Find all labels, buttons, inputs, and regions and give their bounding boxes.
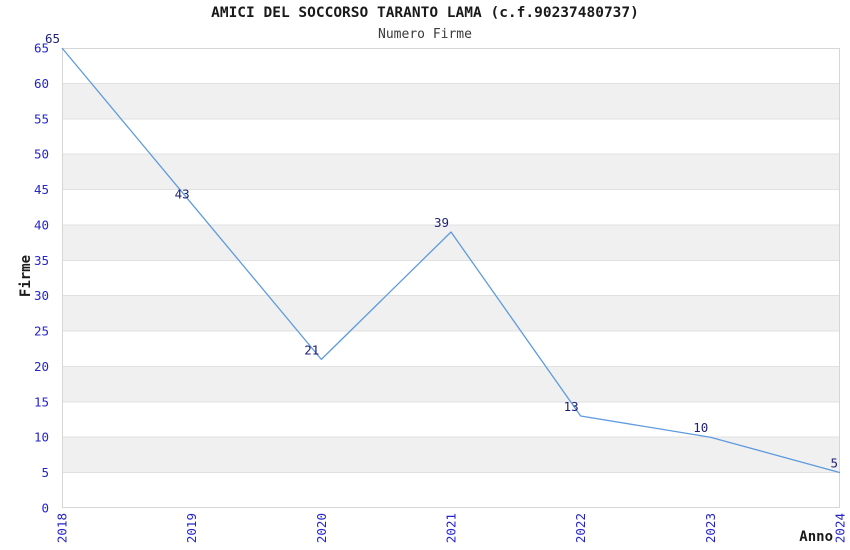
y-tick-label: 25 (34, 324, 49, 339)
chart-subtitle: Numero Firme (378, 27, 472, 42)
y-tick-label: 60 (34, 76, 49, 91)
data-label: 13 (564, 399, 579, 414)
plot-band (62, 401, 840, 438)
y-tick-label: 0 (41, 501, 49, 516)
plot-band (62, 189, 840, 225)
x-tick-label: 2023 (703, 513, 718, 543)
x-tick-label: 2021 (444, 513, 459, 543)
y-tick-label: 10 (34, 430, 49, 445)
plot-band (62, 260, 840, 296)
plot-band (62, 118, 840, 155)
y-tick-label: 40 (34, 217, 49, 232)
x-axis-title: Anno (799, 529, 833, 545)
y-tick-label: 5 (41, 465, 49, 480)
x-tick-label: 2019 (184, 513, 199, 543)
plot-band (62, 83, 840, 119)
x-tick-label: 2022 (573, 513, 588, 543)
plot-band (62, 295, 840, 332)
plot-band (62, 224, 840, 261)
y-tick-label: 55 (34, 111, 49, 126)
plot-band (62, 472, 840, 508)
data-label: 10 (693, 420, 708, 435)
x-tick-label: 2020 (314, 513, 329, 543)
chart-title: AMICI DEL SOCCORSO TARANTO LAMA (c.f.902… (211, 5, 639, 21)
y-tick-label: 65 (34, 41, 49, 56)
data-label: 65 (45, 31, 60, 46)
x-tick-label: 2024 (833, 513, 848, 543)
plot-band (62, 366, 840, 402)
plot-border (62, 48, 840, 508)
plot-band (62, 331, 840, 367)
data-label: 39 (434, 215, 449, 230)
data-label: 21 (304, 342, 319, 357)
x-tick-label: 2018 (55, 513, 70, 543)
plot-band (62, 437, 840, 473)
data-label: 5 (830, 456, 838, 471)
y-tick-label: 30 (34, 288, 49, 303)
data-line (61, 47, 841, 474)
y-tick-label: 45 (34, 182, 49, 197)
y-tick-label: 35 (34, 253, 49, 268)
plot-band (62, 154, 840, 190)
data-label: 43 (175, 187, 190, 202)
y-tick-label: 15 (34, 394, 49, 409)
plot-band (62, 48, 840, 84)
y-tick-label: 20 (34, 359, 49, 374)
y-tick-label: 50 (34, 147, 49, 162)
